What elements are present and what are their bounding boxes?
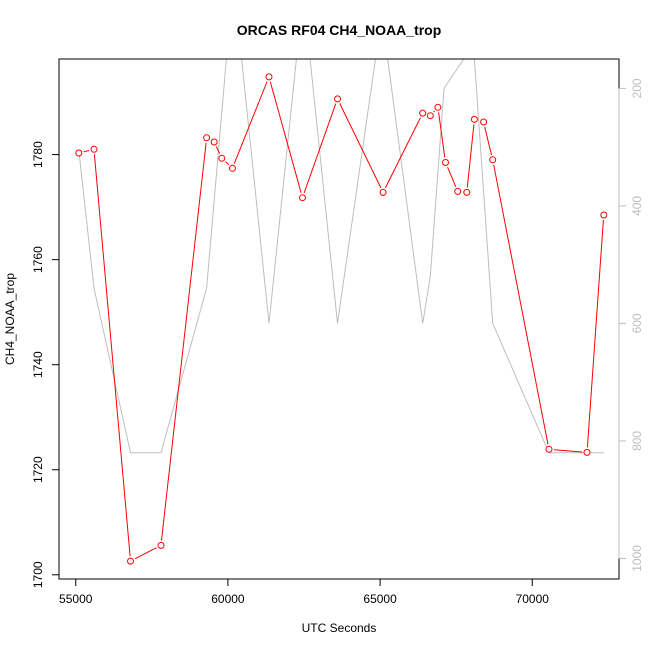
series-segment	[433, 110, 435, 113]
y-tick-label: 1760	[31, 246, 45, 273]
data-point	[600, 211, 608, 219]
data-point	[442, 159, 449, 166]
data-point	[75, 149, 83, 157]
data-point	[480, 118, 488, 126]
x-tick-label: 60000	[211, 592, 245, 606]
data-point	[127, 557, 134, 565]
series-segment	[134, 547, 157, 560]
y2-tick-label: 400	[630, 196, 644, 216]
data-point	[454, 187, 462, 195]
x-tick-label: 65000	[363, 592, 397, 606]
series-segment	[447, 166, 457, 187]
y2-tick-label: 800	[630, 431, 644, 451]
data-point	[203, 134, 211, 142]
y-tick-label: 1780	[31, 141, 45, 168]
data-point	[463, 188, 471, 196]
series-segment	[384, 117, 421, 189]
data-point	[218, 154, 226, 162]
data-point	[583, 448, 591, 456]
y-tick-label: 1740	[31, 351, 45, 378]
series-segment	[339, 103, 382, 189]
data-point	[419, 109, 427, 117]
y-axis: 1700 1720 1740 1760 1780	[31, 141, 60, 588]
chart-title: ORCAS RF04 CH4_NOAA_trop	[237, 22, 442, 38]
y-tick-label: 1700	[31, 561, 45, 588]
secondary-y-axis: 200 400 600 800 1000	[618, 78, 644, 572]
series-segment	[303, 103, 337, 194]
y2-tick-label: 600	[630, 313, 644, 333]
series-segment	[484, 126, 492, 156]
data-point	[299, 194, 306, 202]
y2-tick-label: 200	[630, 78, 644, 98]
y2-tick-label: 1000	[630, 545, 644, 572]
y-tick-label: 1720	[31, 456, 45, 483]
series-segment	[466, 124, 475, 188]
series-segment	[215, 146, 221, 154]
series-segment	[161, 142, 207, 541]
data-point	[229, 164, 236, 172]
y-axis-label: CH4_NOAA_trop	[3, 273, 17, 365]
data-point	[426, 112, 434, 120]
data-point	[334, 95, 341, 103]
data-point	[489, 156, 497, 164]
series-segment	[225, 161, 230, 166]
series-segment	[83, 150, 90, 153]
series-segment	[586, 219, 604, 448]
x-axis: 55000 60000 65000 70000	[59, 578, 550, 606]
series-segment	[438, 112, 446, 158]
series-segment	[269, 81, 302, 193]
data-point	[379, 188, 387, 196]
data-point	[470, 115, 478, 123]
series-segment	[553, 449, 583, 453]
plot-frame	[58, 58, 620, 580]
x-tick-label: 55000	[59, 592, 93, 606]
data-point	[90, 145, 98, 153]
data-point	[545, 445, 553, 453]
data-point	[265, 73, 273, 81]
series-segment	[233, 81, 268, 164]
x-axis-label: UTC Seconds	[302, 621, 377, 635]
x-tick-label: 70000	[516, 592, 550, 606]
series-segment	[493, 164, 549, 445]
series-segment	[93, 154, 131, 557]
data-point	[210, 138, 218, 146]
data-point	[157, 541, 165, 549]
data-point	[434, 103, 442, 111]
plot-area	[75, 59, 608, 565]
series-line-secondary	[78, 59, 604, 454]
